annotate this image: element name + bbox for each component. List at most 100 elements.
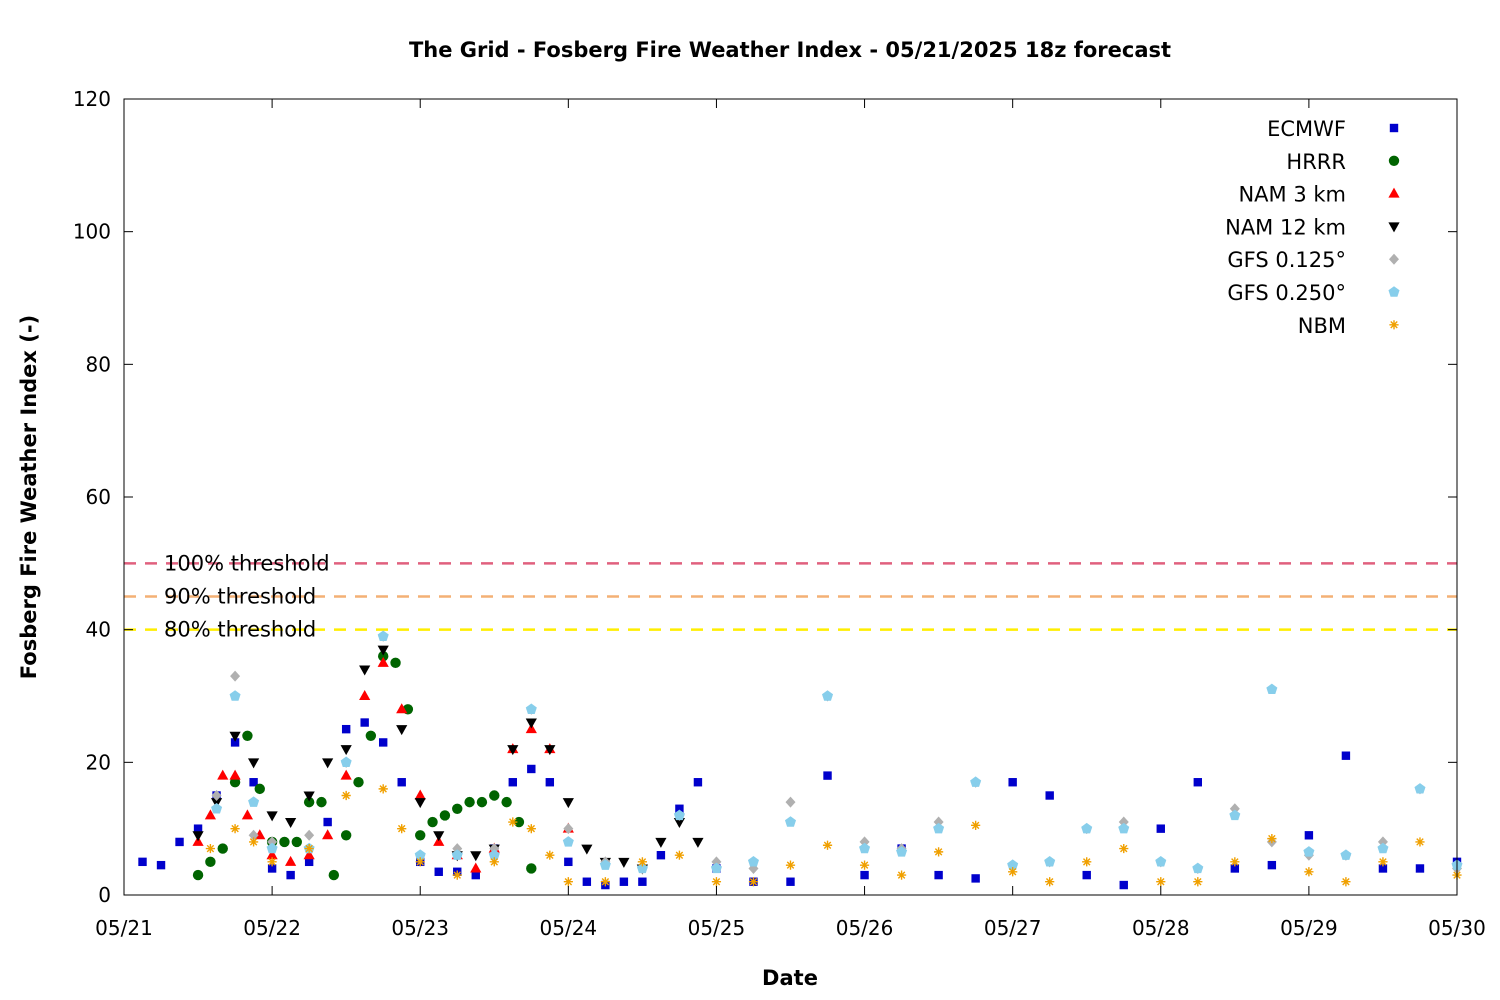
legend-marker <box>1389 253 1399 265</box>
data-point <box>266 842 278 854</box>
data-point <box>377 656 389 667</box>
data-point <box>655 837 667 848</box>
data-point <box>581 844 593 855</box>
x-tick-label: 05/28 <box>1132 916 1190 940</box>
data-point <box>710 862 722 874</box>
y-tick-label: 60 <box>86 485 111 509</box>
data-point <box>267 857 277 867</box>
data-point <box>414 798 426 809</box>
threshold-label: 90% threshold <box>164 585 316 609</box>
data-point <box>397 778 406 787</box>
data-point <box>1118 822 1130 834</box>
data-point <box>303 849 315 860</box>
data-point <box>247 758 260 769</box>
data-point <box>192 831 204 842</box>
data-point <box>971 820 981 830</box>
data-point <box>656 851 666 860</box>
data-point <box>1193 877 1203 887</box>
data-point <box>544 745 556 756</box>
data-point <box>1193 778 1203 787</box>
data-point <box>748 877 759 887</box>
data-point <box>1378 857 1388 867</box>
data-point <box>823 771 832 780</box>
data-point <box>526 824 536 834</box>
data-point <box>673 818 686 829</box>
legend: ECMWF HRRR NAM 3 km NAM 12 km GFS 0.125° GFS … <box>1225 117 1400 338</box>
legend-marker <box>1388 155 1400 166</box>
data-point <box>619 877 629 886</box>
data-point <box>211 802 223 814</box>
data-point <box>1415 864 1425 873</box>
data-point <box>353 777 364 788</box>
data-point <box>933 822 945 834</box>
data-point <box>304 829 315 841</box>
data-point <box>471 870 480 880</box>
data-point <box>526 863 537 874</box>
data-point <box>1304 831 1314 840</box>
data-point <box>1082 857 1092 867</box>
series-gfs-0-125- <box>211 630 1462 874</box>
data-point <box>1082 870 1091 880</box>
data-point <box>638 877 647 886</box>
data-point <box>501 796 512 808</box>
data-point <box>322 829 334 840</box>
data-point <box>365 730 377 741</box>
data-point <box>1155 856 1167 867</box>
data-point <box>1341 751 1351 760</box>
legend-marker <box>1389 320 1399 330</box>
data-point <box>396 725 408 736</box>
data-point <box>433 831 445 842</box>
x-tick-label: 05/29 <box>1280 916 1338 940</box>
data-point <box>527 764 536 774</box>
data-point <box>397 824 407 834</box>
data-point <box>971 874 980 883</box>
data-point <box>562 836 574 847</box>
legend-label: NAM 12 km <box>1225 215 1346 239</box>
data-point <box>452 870 462 880</box>
data-point <box>562 798 574 809</box>
data-point <box>1230 857 1240 867</box>
data-point <box>415 857 425 867</box>
data-point <box>248 796 260 807</box>
data-point <box>618 857 630 868</box>
data-point <box>1045 877 1055 887</box>
data-point <box>1044 856 1056 867</box>
data-point <box>241 809 254 820</box>
data-point <box>1119 843 1129 854</box>
data-point <box>600 877 610 887</box>
data-point <box>452 803 463 814</box>
x-tick-label: 05/22 <box>243 916 301 940</box>
data-point <box>1267 860 1277 870</box>
data-point <box>545 850 555 860</box>
data-point <box>934 847 944 857</box>
data-point <box>476 796 488 808</box>
data-point <box>637 857 647 867</box>
data-point <box>230 738 240 747</box>
y-axis-label: Fosberg Fire Weather Index (-) <box>17 315 41 679</box>
data-point <box>896 846 908 857</box>
data-point <box>204 809 216 820</box>
data-point <box>1267 834 1277 844</box>
data-point <box>359 690 371 700</box>
data-point <box>175 837 184 847</box>
data-point <box>378 738 388 747</box>
data-point <box>242 730 253 741</box>
data-point <box>390 657 401 669</box>
series-nbm <box>205 784 1462 887</box>
data-point <box>414 849 426 860</box>
data-point <box>303 791 315 802</box>
y-tick-label: 20 <box>86 750 111 774</box>
data-point <box>711 877 722 887</box>
data-point <box>286 870 295 880</box>
data-point <box>692 837 704 848</box>
data-point <box>192 869 204 881</box>
data-point <box>545 778 555 787</box>
data-point <box>747 856 759 867</box>
data-point <box>451 849 463 860</box>
legend-label: GFS 0.250° <box>1227 281 1346 305</box>
data-point <box>427 816 438 828</box>
legend-label: NAM 3 km <box>1238 183 1346 207</box>
series-nam-3-km <box>192 656 574 873</box>
data-point <box>489 790 500 801</box>
